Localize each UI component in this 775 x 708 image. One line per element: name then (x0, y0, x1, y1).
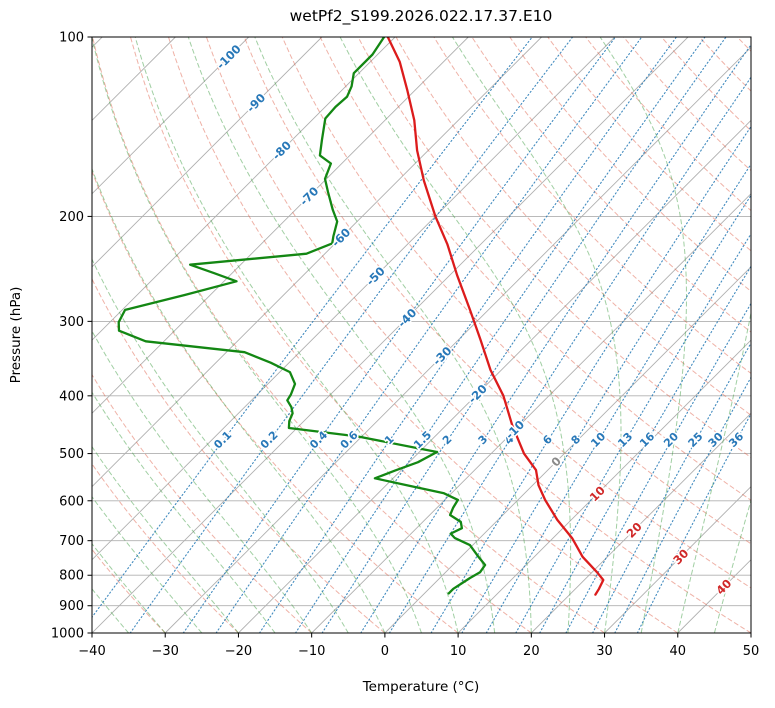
y-tick-label: 500 (59, 447, 84, 462)
y-tick-label: 900 (59, 599, 84, 614)
x-tick-label: −20 (225, 644, 252, 659)
dry-adiabats (92, 37, 751, 633)
y-tick-label: 700 (59, 534, 84, 549)
x-tick-label: 10 (450, 644, 467, 659)
x-tick-label: −10 (298, 644, 325, 659)
chart-title: wetPf2_S199.2026.022.17.37.E10 (289, 7, 553, 25)
x-tick-label: −30 (152, 644, 179, 659)
y-tick-label: 600 (59, 494, 84, 509)
y-tick-label: 300 (59, 315, 84, 330)
x-tick-label: 40 (670, 644, 687, 659)
temperature-curve (386, 37, 605, 596)
mixing-ratio-lines (92, 37, 751, 633)
y-tick-label: 100 (59, 31, 84, 46)
pressure-gridlines (92, 37, 751, 633)
x-tick-label: 20 (523, 644, 540, 659)
x-tick-label: 0 (381, 644, 389, 659)
y-axis-label: Pressure (hPa) (8, 286, 24, 384)
dewpoint-curve (117, 37, 487, 595)
x-tick-label: 30 (596, 644, 613, 659)
x-axis-label: Temperature (°C) (362, 679, 480, 695)
x-tick-label: −40 (78, 644, 105, 659)
x-tick-label: 50 (743, 644, 760, 659)
y-tick-label: 800 (59, 569, 84, 584)
sounding-profiles (117, 37, 605, 596)
y-tick-label: 400 (59, 389, 84, 404)
axes: −40 −30 −20 −10 0 10 20 30 40 50 100 200 300 400 500 60… (51, 31, 759, 660)
isotherm-gridlines (92, 37, 751, 633)
y-tick-label: 1000 (51, 627, 84, 642)
y-tick-label: 200 (59, 210, 84, 225)
